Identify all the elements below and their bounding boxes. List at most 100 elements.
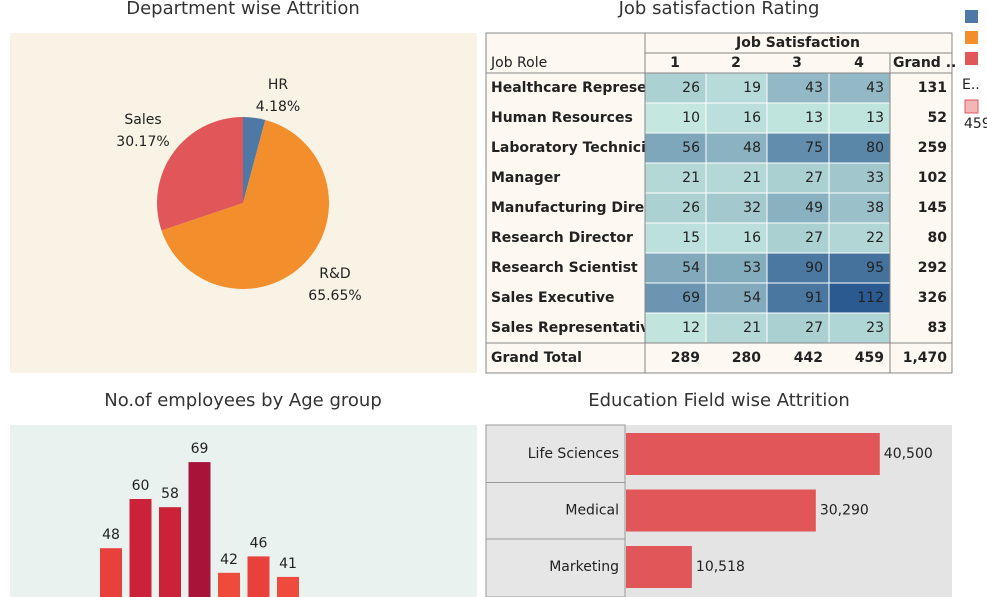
heat-cell — [644, 162, 707, 194]
slice-label: R&D — [319, 266, 350, 282]
row-label: Research Director — [491, 230, 633, 246]
grand-total: 1,470 — [903, 350, 948, 366]
row-total: 80 — [928, 230, 948, 246]
chart-title: Education Field wise Attrition — [588, 390, 850, 411]
cell-value: 21 — [743, 170, 761, 186]
row-label: Research Scientist — [491, 260, 638, 276]
heat-cell — [705, 252, 768, 284]
cell-value: 75 — [805, 140, 823, 156]
age-panel — [10, 425, 477, 597]
cell-value: 112 — [857, 290, 884, 306]
row-total: 131 — [918, 80, 947, 96]
heat-cell — [705, 222, 768, 254]
heat-cell — [705, 132, 768, 164]
heat-cell — [644, 72, 707, 104]
cell-value: 26 — [682, 80, 700, 96]
slice-value: 30.17% — [116, 134, 169, 150]
heat-cell — [644, 222, 707, 254]
heat-cell — [705, 312, 768, 344]
row-label: Healthcare Represe.. — [491, 80, 657, 96]
cell-value: 54 — [743, 290, 761, 306]
cell-value: 48 — [743, 140, 761, 156]
pie-slice — [161, 119, 330, 290]
slice-value: 4.18% — [256, 99, 300, 115]
bar — [100, 548, 122, 597]
row-total: 326 — [918, 290, 947, 306]
cell-value: 21 — [743, 320, 761, 336]
bar-label: 30,290 — [820, 503, 869, 519]
row-header: Job Role — [490, 55, 547, 71]
row-total: 259 — [918, 140, 947, 156]
bar-label: 10,518 — [696, 559, 745, 575]
row-total: 292 — [918, 260, 947, 276]
bar-label: 60 — [132, 478, 150, 494]
row-label: Laboratory Technici.. — [491, 140, 657, 156]
slice-label: HR — [268, 77, 289, 93]
pie-slice — [157, 117, 243, 231]
chart-title: No.of employees by Age group — [104, 390, 382, 411]
cell-value: 10 — [682, 110, 700, 126]
cell-value: 49 — [805, 200, 823, 216]
bar — [626, 489, 816, 532]
slice-label: Sales — [124, 112, 161, 128]
col-total: 289 — [671, 350, 700, 366]
heat-cell — [828, 102, 891, 134]
cell-value: 27 — [805, 170, 823, 186]
bar — [159, 507, 181, 597]
cell-value: 69 — [682, 290, 700, 306]
heat-cell — [828, 252, 891, 284]
cell-value: 16 — [743, 110, 761, 126]
bar-label: 48 — [102, 527, 120, 543]
heat-cell — [644, 102, 707, 134]
cell-value: 13 — [805, 110, 823, 126]
cell-value: 43 — [805, 80, 823, 96]
row-label: Manufacturing Direc.. — [491, 200, 663, 216]
heat-cell — [828, 132, 891, 164]
chart-title: Job satisfaction Rating — [618, 0, 820, 19]
cell-value: 13 — [866, 110, 884, 126]
category-label: Life Sciences — [528, 446, 619, 462]
cell-value: 32 — [743, 200, 761, 216]
cell-value: 33 — [866, 170, 884, 186]
legend-label: 459 — [964, 116, 987, 132]
heat-cell — [766, 312, 830, 344]
cell-value: 27 — [805, 230, 823, 246]
heat-cell — [766, 222, 830, 254]
heat-cell — [705, 102, 768, 134]
heat-cell — [828, 192, 891, 224]
cell-value: 26 — [682, 200, 700, 216]
cell-value: 12 — [682, 320, 700, 336]
heat-cell — [766, 132, 830, 164]
col-header: Job Satisfaction — [735, 35, 860, 51]
row-total: 102 — [918, 170, 947, 186]
cell-value: 16 — [743, 230, 761, 246]
bar — [188, 462, 211, 597]
cell-value: 38 — [866, 200, 884, 216]
cell-value: 43 — [866, 80, 884, 96]
cell-value: 22 — [866, 230, 884, 246]
cell-value: 21 — [682, 170, 700, 186]
bar — [277, 576, 299, 597]
category-label: Marketing — [549, 559, 619, 575]
legend-swatch — [965, 31, 978, 44]
bar — [626, 546, 692, 588]
row-total: 83 — [928, 320, 947, 336]
chart-title: Department wise Attrition — [126, 0, 360, 19]
heat-cell — [828, 312, 891, 344]
bar — [218, 572, 240, 597]
col-label: 4 — [854, 55, 864, 71]
cell-value: 90 — [805, 260, 823, 276]
legend-title: E.. — [962, 77, 980, 93]
pie-slice — [243, 117, 266, 203]
cell-value: 80 — [866, 140, 884, 156]
row-label: Manager — [491, 170, 560, 186]
legend-gradient — [964, 99, 979, 114]
heat-cell — [766, 72, 830, 104]
bar-label: 46 — [250, 535, 268, 551]
col-label: 3 — [792, 55, 802, 71]
heat-cell — [828, 162, 891, 194]
row-label: Sales Executive — [491, 290, 615, 306]
bar-label: 40,500 — [884, 446, 933, 462]
row-label: Human Resources — [491, 110, 633, 126]
